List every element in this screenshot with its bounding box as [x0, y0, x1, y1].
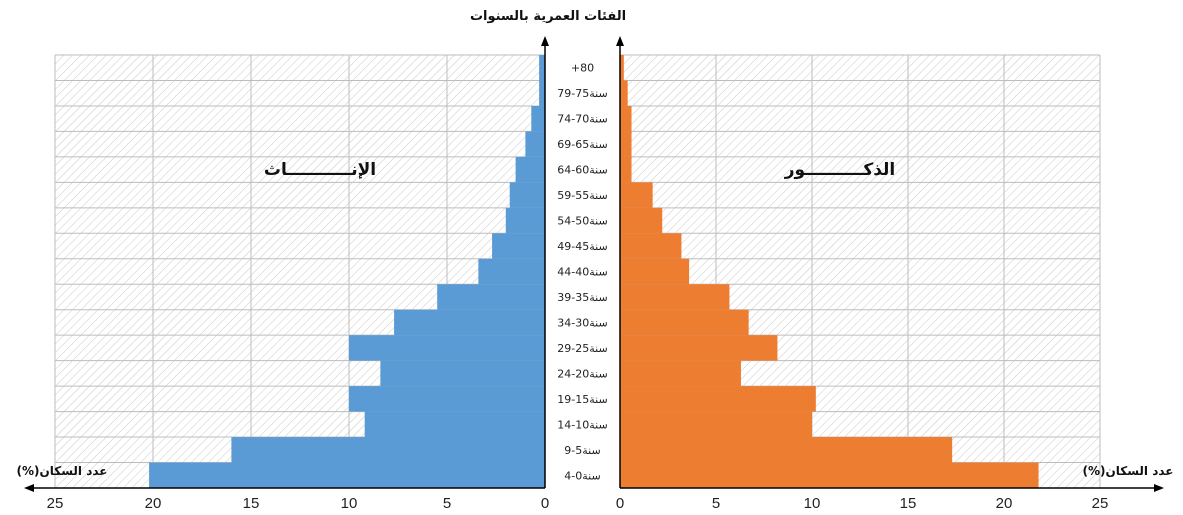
- bar-male: [620, 55, 624, 81]
- tick-label-male: 20: [996, 495, 1013, 512]
- axis-arrow-left: [24, 484, 34, 492]
- series-label-male: الذكــــــــــور: [784, 160, 895, 180]
- bar-male: [620, 233, 682, 259]
- bar-male: [620, 284, 730, 310]
- category-label: سنة40-44: [557, 266, 607, 279]
- bar-female: [394, 309, 545, 336]
- tick-label-female: 20: [145, 495, 162, 512]
- axis-arrow-right: [1154, 484, 1164, 492]
- bar-male: [620, 386, 816, 412]
- series-label-female: الإنـــــــــــاث: [264, 160, 376, 180]
- bar-female: [531, 105, 545, 132]
- bar-male: [620, 437, 953, 463]
- bar-male: [620, 258, 690, 285]
- bar-male: [620, 80, 628, 106]
- bar-female: [380, 360, 545, 387]
- category-label: سنة30-34: [557, 316, 607, 329]
- bar-female: [505, 207, 545, 234]
- tick-label-male: 5: [712, 495, 720, 512]
- category-label: سنة35-39: [557, 291, 607, 304]
- bar-female: [349, 335, 545, 361]
- tick-label-male: 25: [1092, 495, 1109, 512]
- category-label: سنة25-29: [557, 342, 607, 355]
- category-label: سنة60-64: [557, 164, 607, 177]
- bar-female: [539, 80, 545, 106]
- tick-label-female: 5: [443, 495, 451, 512]
- category-label: سنة70-74: [557, 113, 607, 126]
- bar-male: [620, 309, 749, 336]
- tick-label-female: 0: [541, 495, 549, 512]
- tick-label-male: 0: [616, 495, 624, 512]
- chart-title: الفئات العمرية بالسنوات: [470, 9, 626, 24]
- bar-female: [364, 411, 545, 438]
- bar-male: [620, 411, 812, 438]
- category-label: سنة0-4: [564, 469, 600, 482]
- x-axis-label-left: (%)عدد السكان: [16, 464, 107, 478]
- bar-male: [620, 335, 778, 361]
- tick-label-male: 10: [804, 495, 821, 512]
- bar-female: [149, 462, 545, 488]
- bar-female: [539, 55, 545, 81]
- bar-female: [515, 156, 545, 183]
- x-axis-label-right: (%)عدد السكان: [1082, 464, 1173, 478]
- axis-arrow-up: [541, 36, 549, 46]
- bar-female: [525, 131, 545, 157]
- tick-label-male: 15: [900, 495, 917, 512]
- category-label: +80: [571, 62, 594, 75]
- axis-arrow-up: [616, 36, 624, 46]
- bar-male: [620, 182, 653, 208]
- bar-female: [509, 182, 545, 208]
- bar-female: [231, 437, 545, 463]
- bar-female: [349, 386, 545, 412]
- category-label: سنة55-59: [557, 189, 607, 202]
- bar-female: [478, 258, 545, 285]
- bar-male: [620, 105, 632, 132]
- category-label: سنة50-54: [557, 215, 607, 228]
- bar-male: [620, 156, 632, 183]
- category-label: سنة15-19: [557, 393, 607, 406]
- tick-label-female: 15: [243, 495, 260, 512]
- category-label: سنة20-24: [557, 367, 607, 380]
- tick-label-female: 25: [47, 495, 64, 512]
- tick-label-female: 10: [341, 495, 358, 512]
- bar-male: [620, 462, 1039, 488]
- bar-male: [620, 360, 741, 387]
- bar-female: [492, 233, 545, 259]
- category-label: سنة10-14: [557, 418, 607, 431]
- bar-male: [620, 207, 663, 234]
- bar-female: [437, 284, 545, 310]
- bar-male: [620, 131, 632, 157]
- category-label: سنة75-79: [557, 87, 607, 100]
- category-label: سنة65-69: [557, 138, 607, 151]
- category-label: سنة45-49: [557, 240, 607, 253]
- category-label: سنة5-9: [564, 444, 600, 457]
